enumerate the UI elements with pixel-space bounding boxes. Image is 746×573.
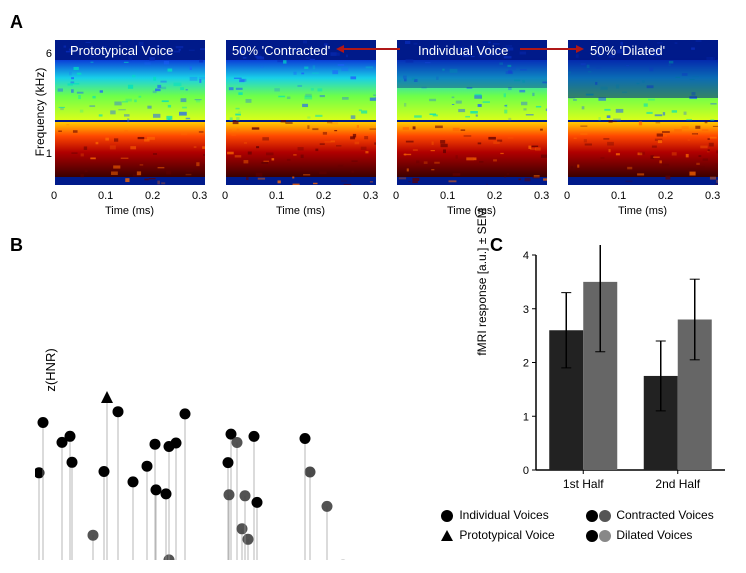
svg-text:0: 0 — [523, 465, 529, 477]
legend-item-0: Individual Voices — [440, 508, 549, 523]
xlabel: Time (ms) — [105, 205, 154, 217]
xtick: 0.3 — [705, 190, 720, 202]
xtick: 0.3 — [363, 190, 378, 202]
panel-a-label: A — [10, 12, 23, 33]
svg-text:2: 2 — [523, 358, 529, 370]
xtick: 0 — [564, 190, 570, 202]
panel-c-barchart: fMRI response [a.u.] ± SEM 012341st Half… — [500, 245, 730, 505]
arrow-contracted — [344, 48, 400, 50]
spec-title-3: 50% 'Dilated' — [590, 43, 665, 58]
spectrogram-2 — [397, 40, 547, 185]
panel-a-yaxis: Frequency (kHz) 6 1 — [20, 40, 50, 185]
xtick: 0.2 — [658, 190, 673, 202]
legend-label: Prototypical Voice — [456, 528, 555, 542]
spec-title-2: Individual Voice — [418, 43, 508, 58]
svg-text:z(HNR): z(HNR) — [43, 348, 58, 391]
spectrogram-1 — [226, 40, 376, 185]
xtick: 0.1 — [98, 190, 113, 202]
svg-text:3: 3 — [523, 304, 529, 316]
svg-text:1st Half: 1st Half — [563, 477, 604, 491]
panel-b-label: B — [10, 235, 23, 256]
xlabel: Time (ms) — [276, 205, 325, 217]
spec-title-0: Prototypical Voice — [70, 43, 173, 58]
xtick: 0 — [393, 190, 399, 202]
xtick: 0.3 — [534, 190, 549, 202]
spectrogram-3 — [568, 40, 718, 185]
legend-label: Dilated Voices — [613, 528, 692, 542]
spectrogram-0 — [55, 40, 205, 185]
xtick: 0.2 — [487, 190, 502, 202]
xtick: 0 — [222, 190, 228, 202]
xtick: 0.1 — [611, 190, 626, 202]
xtick: 0.2 — [145, 190, 160, 202]
xlabel: Time (ms) — [618, 205, 667, 217]
svg-text:1: 1 — [523, 411, 529, 423]
ytick-6: 6 — [46, 48, 52, 60]
legend-item-1: Prototypical Voice — [440, 528, 555, 543]
xtick: 0 — [51, 190, 57, 202]
spec-title-1: 50% 'Contracted' — [232, 43, 330, 58]
panel-c-ylabel: fMRI response [a.u.] ± SEM — [475, 182, 489, 382]
xtick: 0.3 — [192, 190, 207, 202]
ytick-1: 1 — [46, 148, 52, 160]
legend-item-3: Dilated Voices — [585, 528, 692, 543]
legend-label: Individual Voices — [456, 508, 549, 522]
xtick: 0.1 — [269, 190, 284, 202]
legend-item-2: Contracted Voices — [585, 508, 714, 523]
arrow-dilated — [520, 48, 576, 50]
svg-text:2nd Half: 2nd Half — [655, 477, 700, 491]
xtick: 0.2 — [316, 190, 331, 202]
legend-label: Contracted Voices — [613, 508, 714, 522]
svg-text:4: 4 — [523, 250, 529, 262]
xtick: 0.1 — [440, 190, 455, 202]
panel-b-scatter3d: -3-2.5-2-1.5-1-0.500.511.52z(HNR)-101z(l… — [35, 240, 465, 560]
figure-root: A Frequency (kHz) 6 1 0 0.1 0.2 0.3 Time (ms… — [10, 10, 736, 563]
